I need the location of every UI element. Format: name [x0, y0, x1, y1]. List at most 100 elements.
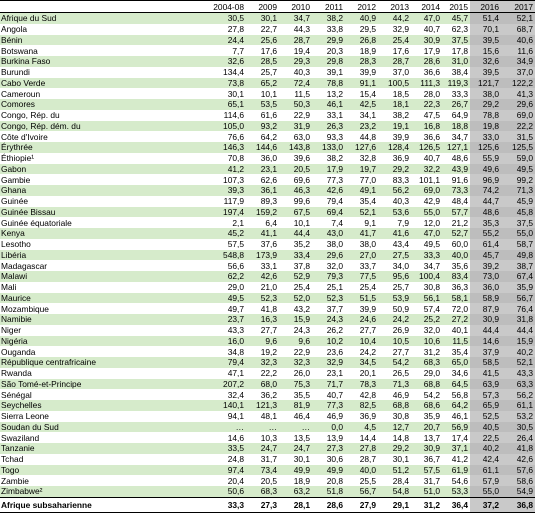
cell: 53,2 [501, 410, 535, 422]
cell: 41,5 [470, 367, 501, 379]
cell: 62,2 [210, 271, 246, 282]
cell: 31,0 [442, 56, 470, 67]
cell: 20,4 [227, 475, 244, 486]
data-row: Rwanda 47,1 22,2 26,0 23,1 20,1 26,5 29,0 34,6 41… [0, 367, 535, 379]
data-row: Tanzanie 33,5 24,7 24,7 27,3 27,8 29,2 30,9 37,1… [0, 443, 535, 454]
row-label: Guinée [1, 196, 29, 207]
cell: 20,3 [326, 45, 343, 56]
cell: 127,6 [345, 142, 378, 153]
cell: 140,1 [210, 400, 246, 411]
cell: 53,6 [378, 206, 411, 218]
cell: 49,8 [501, 249, 535, 261]
cell: 54,2 [423, 389, 440, 400]
cell: 73,8 [210, 77, 246, 89]
data-row: Ghana 39,3 36,1 46,3 42,6 49,1 56,2 69,0 73,3 74,… [0, 185, 535, 196]
cell: 34,7 [451, 131, 468, 142]
row-label: Cabo Verde [0, 77, 210, 89]
cell: 69,0 [501, 109, 535, 121]
cell: 39,6 [293, 153, 310, 164]
cell: 44,4 [279, 228, 312, 239]
data-row: Comores 65,1 53,5 50,3 46,1 42,5 18,1 22,3 26,7 2… [0, 99, 535, 110]
cell: 45,9 [501, 195, 535, 207]
cell: 57,3 [470, 389, 501, 400]
row-label: Madagascar [1, 260, 48, 271]
cell: 68,6 [411, 400, 442, 411]
cell: 41,1 [246, 228, 279, 239]
cell: 22,2 [501, 120, 535, 132]
cell: 26,3 [312, 120, 345, 132]
cell: 57,4 [423, 303, 440, 314]
cell: 64,2 [260, 131, 277, 142]
row-label: Namibie [0, 314, 210, 325]
cell: 32,4 [227, 389, 244, 400]
cell: 7,9 [397, 217, 409, 228]
row-label: Éthiopie¹ [1, 153, 35, 164]
cell: 28,3 [345, 56, 378, 67]
cell: 29,3 [279, 56, 312, 67]
cell: 29,6 [501, 99, 535, 110]
column-header: 2010 [279, 0, 312, 13]
cell: 54,8 [378, 486, 411, 498]
cell: 35,5 [293, 389, 310, 400]
cell: 30,9 [470, 314, 501, 325]
cell: 40,0 [442, 249, 470, 261]
column-header: 2016 [470, 0, 501, 13]
cell: 36,9 [359, 411, 376, 422]
cell: 44,8 [359, 131, 376, 142]
data-row: Burkina Faso 32,6 28,5 29,3 29,8 28,3 28,7 28,6… [0, 56, 535, 67]
cell: 27,2 [442, 314, 470, 325]
cell: 99,2 [501, 174, 535, 185]
row-label: Libéria [0, 249, 210, 261]
data-row: Burundi 134,4 25,7 40,3 39,1 39,9 37,0 36,6 38,4… [0, 66, 535, 78]
data-row: Cameroun 30,1 10,1 11,5 13,2 15,4 18,5 28,0 33,3… [0, 88, 535, 99]
data-row: Swaziland 14,6 10,3 13,5 13,9 14,4 14,8 13,7 17,… [0, 432, 535, 443]
cell: 63,2 [279, 486, 312, 498]
cell: 41,8 [501, 443, 535, 454]
cell: 49,9 [279, 464, 312, 476]
cell: 32,6 [210, 56, 246, 67]
cell: 19,4 [293, 45, 310, 56]
cell: 114,6 [223, 110, 244, 121]
cell: 26,0 [293, 368, 310, 379]
cell: 28,7 [279, 34, 312, 46]
cell: 32,3 [246, 357, 279, 368]
cell: 26,5 [392, 368, 409, 379]
cell: 17,6 [260, 45, 277, 56]
cell: 41,2 [210, 163, 246, 175]
cell: 40,2 [470, 443, 501, 454]
cell: 22,5 [470, 432, 501, 443]
cell: 54,2 [378, 357, 411, 368]
row-label: Érythrée [0, 142, 210, 153]
cell: 77,3 [312, 400, 345, 411]
cell: 34,0 [392, 260, 409, 271]
cell: 53,3 [442, 486, 470, 498]
cell: 61,6 [260, 110, 277, 121]
cell: 10,1 [260, 88, 277, 99]
cell: 56,1 [411, 292, 442, 304]
cell: 94,1 [227, 411, 244, 422]
cell: 125,6 [470, 142, 501, 153]
cell: 75,3 [279, 378, 312, 390]
row-label: Ghana [0, 185, 210, 196]
cell: 37,0 [501, 66, 535, 78]
cell: 59,0 [501, 152, 535, 164]
cell: 62,3 [451, 24, 468, 35]
cell: 38,0 [326, 239, 343, 250]
cell: 36,7 [423, 454, 440, 465]
cell: 30,1 [293, 454, 310, 465]
cell: 43,4 [392, 239, 409, 250]
cell: 39,3 [210, 185, 246, 196]
cell: 52,1 [501, 357, 535, 368]
cell: 58,1 [442, 292, 470, 304]
cell: 125,5 [501, 142, 535, 153]
cell: 79,4 [326, 196, 343, 207]
cell: 33,4 [279, 249, 312, 261]
cell: 30,8 [423, 282, 440, 293]
cell: 39,9 [359, 67, 376, 78]
table-body: Afrique du Sud 30,5 30,1 34,7 38,2 40,9 44,2 47… [0, 12, 535, 513]
cell: 47,0 [411, 12, 442, 24]
cell: 51,0 [411, 486, 442, 498]
cell: 35,4 [451, 346, 468, 357]
cell: 30,9 [411, 443, 442, 454]
